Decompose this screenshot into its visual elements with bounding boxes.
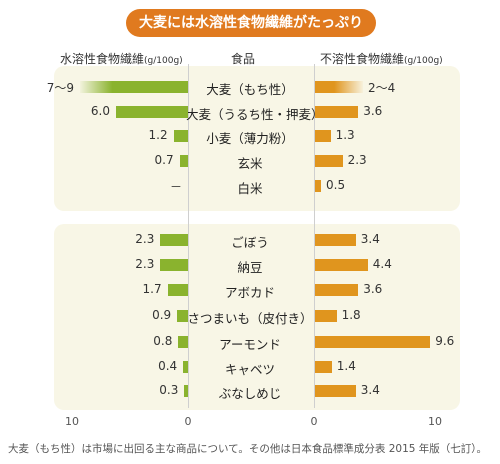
insoluble-value-label: 2～4 <box>368 81 396 95</box>
chart-title: 大麦には水溶性食物繊維がたっぷり <box>126 9 376 37</box>
right-header-unit: (g/100g) <box>404 56 443 66</box>
left-tick-0: 0 <box>184 415 192 428</box>
other-foods-panel <box>54 224 460 410</box>
insoluble-value-label: 2.3 <box>347 153 367 167</box>
food-label: アーモンド <box>219 337 281 352</box>
insoluble-value-label: 1.3 <box>335 128 355 142</box>
soluble-bar <box>167 284 188 296</box>
insoluble-bar <box>315 234 356 246</box>
insoluble-bar <box>315 180 321 192</box>
left-header-unit: (g/100g) <box>144 56 183 66</box>
soluble-bar <box>160 259 188 271</box>
food-label: キャベツ <box>224 362 275 377</box>
food-label: 納豆 <box>237 260 263 275</box>
soluble-bar <box>160 234 188 246</box>
food-label: 小麦（薄力粉） <box>206 131 294 146</box>
soluble-bar <box>179 155 188 167</box>
center-header: 食品 <box>231 52 256 66</box>
left-axis-line <box>188 64 189 408</box>
soluble-value-label: 1.2 <box>148 128 168 142</box>
soluble-value-label: 0.4 <box>158 359 178 373</box>
soluble-value-label: 0.7 <box>154 153 174 167</box>
insoluble-value-label: 3.4 <box>360 383 380 397</box>
food-label: 玄米 <box>237 156 263 171</box>
insoluble-value-label: 9.6 <box>435 334 455 348</box>
right-header-label: 不溶性食物繊維 <box>320 52 405 66</box>
insoluble-value-label: 4.4 <box>372 257 392 271</box>
soluble-bar <box>173 130 188 142</box>
food-label: アボカド <box>224 285 275 300</box>
insoluble-bar <box>315 284 359 296</box>
soluble-bar <box>183 361 188 373</box>
insoluble-bar <box>315 336 431 348</box>
soluble-value-label: 7～9 <box>46 81 74 95</box>
insoluble-bar <box>315 361 332 373</box>
insoluble-value-label: 1.8 <box>341 308 361 322</box>
soluble-bar <box>80 81 188 93</box>
insoluble-bar <box>315 155 343 167</box>
soluble-value-label: － <box>169 180 182 194</box>
soluble-bar <box>116 106 188 118</box>
insoluble-bar <box>315 81 363 93</box>
insoluble-value-label: 3.4 <box>360 232 380 246</box>
right-header: 不溶性食物繊維(g/100g) <box>320 50 443 67</box>
insoluble-value-label: 3.6 <box>363 104 383 118</box>
right-tick-0: 0 <box>310 415 318 428</box>
soluble-value-label: 0.8 <box>153 334 173 348</box>
soluble-value-label: 1.7 <box>142 282 162 296</box>
insoluble-bar <box>315 310 337 322</box>
soluble-value-label: 2.3 <box>135 232 155 246</box>
soluble-bar <box>177 310 188 322</box>
insoluble-value-label: 3.6 <box>363 282 383 296</box>
soluble-value-label: 0.9 <box>152 308 172 322</box>
left-header-label: 水溶性食物繊維 <box>60 52 145 66</box>
soluble-bar <box>178 336 188 348</box>
insoluble-value-label: 1.4 <box>336 359 356 373</box>
food-label: ごぼう <box>231 235 269 250</box>
food-label: 大麦（もち性） <box>206 82 294 97</box>
insoluble-bar <box>315 106 359 118</box>
food-label: 白米 <box>237 181 263 196</box>
food-label: さつまいも（皮付き） <box>187 311 313 326</box>
soluble-value-label: 6.0 <box>90 104 110 118</box>
insoluble-bar <box>315 259 368 271</box>
soluble-bar <box>184 385 188 397</box>
left-tick-10: 10 <box>65 415 79 428</box>
soluble-value-label: 2.3 <box>135 257 155 271</box>
insoluble-bar <box>315 130 331 142</box>
food-label: ぶなしめじ <box>218 386 282 401</box>
left-header: 水溶性食物繊維(g/100g) <box>60 50 183 67</box>
food-label: 大麦（うるち性・押麦） <box>186 107 324 122</box>
right-tick-10: 10 <box>428 415 442 428</box>
insoluble-bar <box>315 385 356 397</box>
insoluble-value-label: 0.5 <box>326 178 346 192</box>
right-axis-line <box>314 64 315 408</box>
soluble-value-label: 0.3 <box>159 383 179 397</box>
footnote: 大麦（もち性）は市場に出回る主な商品について。その他は日本食品標準成分表 201… <box>8 443 488 455</box>
